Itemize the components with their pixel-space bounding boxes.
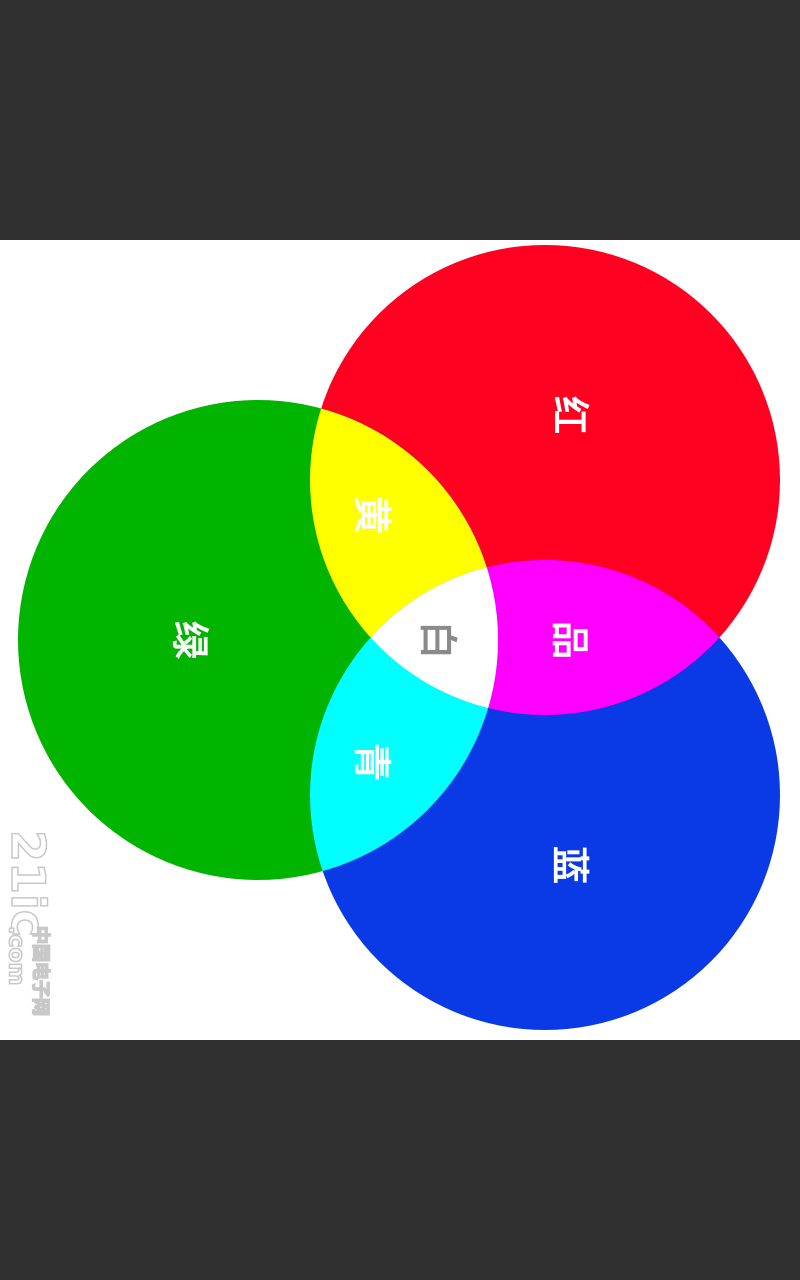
white-label: 白: [416, 621, 461, 659]
watermark-21ic: 21ic .com 中国电子网: [0, 829, 56, 1017]
watermark-tagline: 中国电子网: [30, 926, 52, 1016]
red-label: 红: [548, 396, 593, 434]
venn-image: 红 绿 蓝 黄 品 青 白 21ic .com 中国电子网: [0, 240, 800, 1040]
letterbox-bottom: [0, 1040, 800, 1280]
letterbox-top: [0, 0, 800, 240]
additive-color-venn-diagram: 红 绿 蓝 黄 品 青 白 21ic .com 中国电子网: [0, 245, 780, 1030]
yellow-overlap: [310, 400, 498, 715]
magenta-label: 品: [548, 621, 593, 659]
yellow-label: 黄: [350, 496, 395, 534]
watermark-brand: 21ic: [1, 830, 55, 937]
white-overlap: [310, 560, 498, 715]
blue-label: 蓝: [548, 846, 593, 884]
cyan-label: 青: [350, 743, 395, 781]
green-label: 绿: [168, 621, 213, 660]
watermark-domain: .com: [4, 926, 29, 985]
